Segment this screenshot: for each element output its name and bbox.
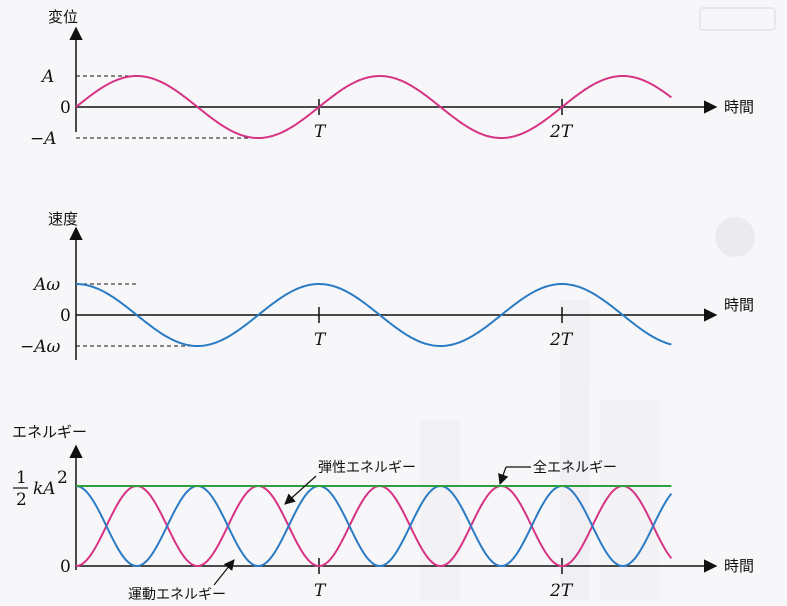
energy-ytick-sup: 2 (57, 468, 68, 488)
velocity-x-axis-title: 時間 (724, 296, 754, 314)
displacement-xtick-labels: T 2T (314, 122, 574, 142)
velocity-xtick-labels: T 2T (314, 330, 574, 350)
velocity-xtick-label-1: 2T (549, 330, 574, 350)
annotation-total-energy: 全エネルギー (533, 459, 617, 476)
displacement-ytick-labels: A0−A (30, 67, 71, 149)
energy-panel: エネルギー 時間 1 2 kA 2 0 T 2T 弾性エネルギー 全エネルギー 運… (12, 423, 754, 603)
energy-ytick-labels: 0 (60, 557, 71, 577)
energy-ytick-expr: kA (33, 479, 56, 499)
velocity-ytick-label-2: −Aω (20, 337, 61, 357)
displacement-x-axis-title: 時間 (724, 98, 754, 116)
energy-series (75, 484, 673, 568)
paper-texture (420, 7, 776, 600)
energy-ytick-frac-num: 1 (16, 468, 27, 488)
displacement-panel: 変位 時間 A0−A T 2T (30, 8, 754, 149)
energy-ytick-top: 1 2 kA 2 (13, 468, 68, 510)
displacement-dashed-guides (76, 75, 259, 139)
annotation-elastic-leader (284, 475, 317, 505)
energy-annotations: 弾性エネルギー 全エネルギー 運動エネルギー (128, 459, 617, 603)
energy-ytick-label-1: 0 (60, 557, 71, 577)
velocity-ytick-label-0: Aω (32, 275, 60, 295)
velocity-series (75, 282, 672, 348)
velocity-panel: 速度 時間 Aω0 −Aω T 2T (20, 210, 754, 360)
displacement-ytick-label-2: −A (30, 129, 57, 149)
velocity-xtick-marks (318, 307, 563, 323)
annotation-kinetic-leader (213, 559, 235, 586)
displacement-xtick-label-0: T (314, 122, 327, 142)
energy-xtick-labels: T 2T (314, 581, 574, 601)
energy-xtick-label-0: T (314, 581, 327, 601)
energy-y-axis-title: エネルギー (12, 423, 87, 441)
displacement-xtick-label-1: 2T (549, 122, 574, 142)
velocity-dashed-guides (76, 283, 198, 347)
displacement-series (75, 74, 672, 140)
velocity-series-line-cos (75, 282, 672, 348)
energy-x-axis-title: 時間 (724, 557, 754, 575)
velocity-y-axis-title: 速度 (48, 210, 78, 228)
displacement-ytick-label-0: A (40, 67, 54, 87)
energy-ytick-frac-den: 2 (16, 490, 27, 510)
energy-series-line-cos2 (75, 484, 673, 568)
velocity-xtick-label-0: T (314, 330, 327, 350)
annotation-elastic-energy: 弾性エネルギー (318, 460, 416, 476)
velocity-ytick-label-1: 0 (60, 306, 71, 326)
displacement-ytick-label-1: 0 (60, 98, 71, 118)
velocity-ytick-labels: Aω0 −Aω (20, 275, 71, 357)
displacement-series-line-sin (75, 74, 672, 140)
energy-series-line-sin2 (75, 484, 673, 568)
annotation-kinetic-energy: 運動エネルギー (128, 587, 226, 603)
displacement-y-axis-title: 変位 (48, 8, 78, 26)
annotation-total-arrow (498, 466, 509, 486)
energy-xtick-label-1: 2T (549, 581, 574, 601)
